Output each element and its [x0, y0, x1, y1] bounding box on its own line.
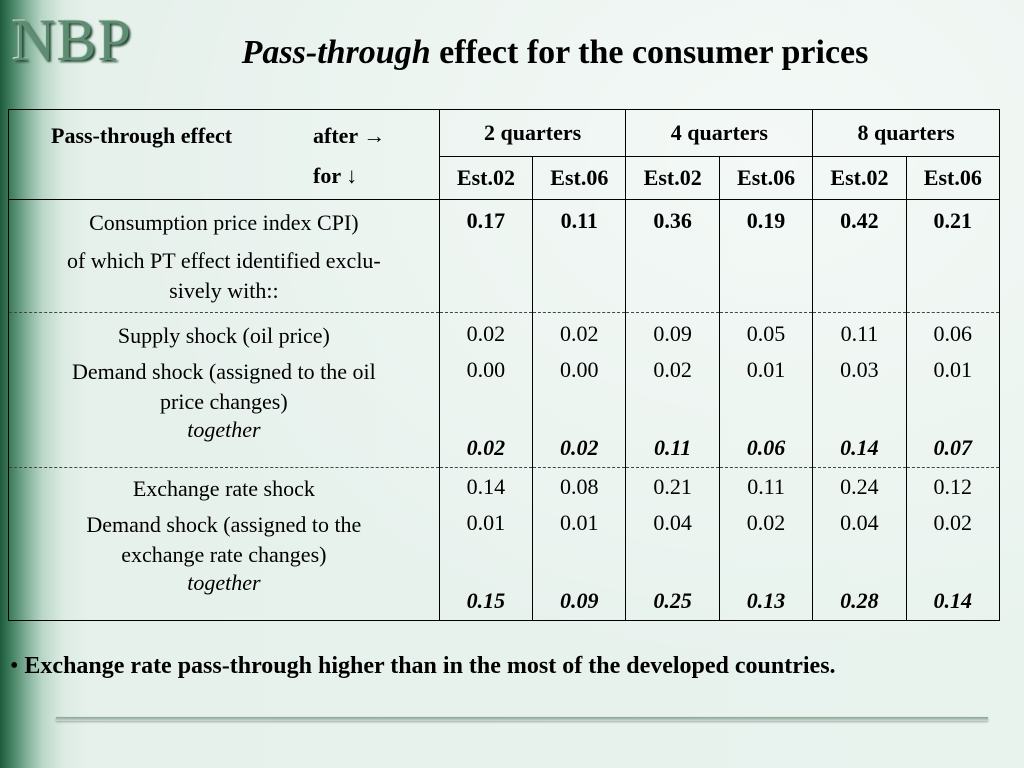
title-italic: Pass-through [241, 34, 431, 71]
oil-supply-row: Supply shock (oil price) 0.02 0.02 0.09 … [8, 312, 1000, 351]
header-est-cell: Est.02 [812, 156, 907, 200]
oil-together-value: 0.11 [625, 417, 720, 468]
header-row-label: Pass-through effect [51, 123, 233, 148]
fx-shock-value: 0.12 [906, 467, 1000, 504]
oil-demand-label-1: Demand shock (assigned to the oil [72, 359, 376, 384]
fx-demand-row: Demand shock (assigned to the exchange r… [8, 504, 1000, 570]
fx-together-value: 0.28 [812, 570, 907, 621]
header-est-cell: Est.06 [719, 156, 814, 200]
header-est-cell: Est.02 [439, 156, 534, 200]
oil-together-label: together [8, 417, 440, 468]
header-2-quarters: 2 quarters [439, 109, 627, 157]
oil-together-value: 0.06 [719, 417, 814, 468]
oil-demand-value: 0.00 [439, 351, 534, 417]
header-4-quarters: 4 quarters [625, 109, 814, 157]
slide-title: Pass-through effect for the consumer pri… [0, 34, 1024, 72]
cpi-row: Consumption price index CPI) of which PT… [8, 199, 1000, 313]
cpi-value: 0.11 [532, 199, 627, 313]
oil-supply-value: 0.02 [532, 312, 627, 351]
oil-demand-value: 0.01 [933, 357, 973, 382]
header-row-quarters: Pass-through effect after → for ↓ 2 quar… [8, 109, 1000, 200]
fx-demand-value: 0.02 [719, 504, 814, 570]
cpi-value: 0.36 [625, 199, 720, 313]
oil-supply-label: Supply shock (oil price) [8, 312, 440, 351]
oil-demand-label-2: price changes) [160, 389, 288, 414]
fx-shock-row: Exchange rate shock 0.14 0.08 0.21 0.11 … [8, 467, 1000, 504]
fx-shock-value: 0.14 [439, 467, 534, 504]
cpi-value: 0.21 [933, 208, 973, 233]
fx-shock-value: 0.08 [532, 467, 627, 504]
footer-divider [56, 717, 988, 721]
oil-supply-value: 0.09 [625, 312, 720, 351]
cpi-label-cell: Consumption price index CPI) of which PT… [8, 199, 440, 313]
fx-demand-value: 0.02 [933, 510, 973, 535]
fx-shock-value: 0.24 [812, 467, 907, 504]
header-after-label: after → [313, 123, 386, 148]
header-corner: Pass-through effect after → for ↓ [8, 109, 440, 200]
fx-together-row: together 0.15 0.09 0.25 0.13 0.28 0.14 [8, 570, 1000, 621]
header-8-quarters: 8 quarters [812, 109, 1000, 157]
oil-together-value: 0.02 [439, 417, 534, 468]
oil-demand-value: 0.01 [719, 351, 814, 417]
bullet-dot: • [10, 653, 19, 679]
fx-together-label: together [8, 570, 440, 621]
fx-together-value: 0.15 [439, 570, 534, 621]
fx-shock-value: 0.21 [625, 467, 720, 504]
cpi-label: Consumption price index CPI) [89, 210, 359, 235]
oil-supply-value: 0.11 [812, 312, 907, 351]
fx-demand-value: 0.01 [439, 504, 534, 570]
cpi-value: 0.42 [812, 199, 907, 313]
cpi-value: 0.17 [439, 199, 534, 313]
oil-together-value: 0.07 [933, 435, 973, 460]
oil-demand-value: 0.02 [625, 351, 720, 417]
header-for-label: for ↓ [313, 163, 358, 188]
fx-demand-label-cell: Demand shock (assigned to the exchange r… [8, 504, 440, 570]
oil-demand-row: Demand shock (assigned to the oil price … [8, 351, 1000, 417]
fx-demand-label-1: Demand shock (assigned to the [86, 512, 362, 537]
fx-together-value: 0.25 [625, 570, 720, 621]
nbp-logo: NBP [12, 7, 132, 73]
fx-demand-value: 0.04 [812, 504, 907, 570]
title-rest: effect for the consumer prices [430, 34, 869, 71]
fx-shock-value: 0.11 [719, 467, 814, 504]
fx-demand-value: 0.01 [532, 504, 627, 570]
fx-together-value: 0.14 [933, 588, 973, 613]
header-est-cell: Est.02 [625, 156, 720, 200]
fx-together-value: 0.13 [719, 570, 814, 621]
fx-shock-label: Exchange rate shock [8, 467, 440, 504]
header-est-cell: Est.06 [532, 156, 627, 200]
oil-together-value: 0.02 [532, 417, 627, 468]
oil-together-value: 0.14 [812, 417, 907, 468]
cpi-sublabel-2: sively with:: [169, 278, 279, 303]
fx-demand-value: 0.04 [625, 504, 720, 570]
cpi-sublabel-1: of which PT effect identified exclu- [66, 248, 381, 273]
conclusion-bullet: • Exchange rate pass-through higher than … [10, 653, 836, 680]
oil-demand-value: 0.03 [812, 351, 907, 417]
pass-through-table: Pass-through effect after → for ↓ 2 quar… [8, 109, 1000, 621]
conclusion-text: Exchange rate pass-through higher than i… [24, 653, 836, 679]
header-est-cell: Est.06 [906, 156, 1000, 200]
header-row-estimates: Est.02 Est.06 Est.02 Est.06 Est.02 Est.0… [9, 156, 1000, 200]
oil-demand-value: 0.00 [532, 351, 627, 417]
oil-supply-value: 0.02 [439, 312, 534, 351]
oil-supply-value: 0.05 [719, 312, 814, 351]
oil-supply-value: 0.06 [906, 312, 1000, 351]
fx-together-value: 0.09 [532, 570, 627, 621]
fx-demand-label-2: exchange rate changes) [121, 542, 327, 567]
cpi-value: 0.19 [719, 199, 814, 313]
oil-together-row: together 0.02 0.02 0.11 0.06 0.14 0.07 [8, 417, 1000, 468]
oil-demand-label-cell: Demand shock (assigned to the oil price … [8, 351, 440, 417]
